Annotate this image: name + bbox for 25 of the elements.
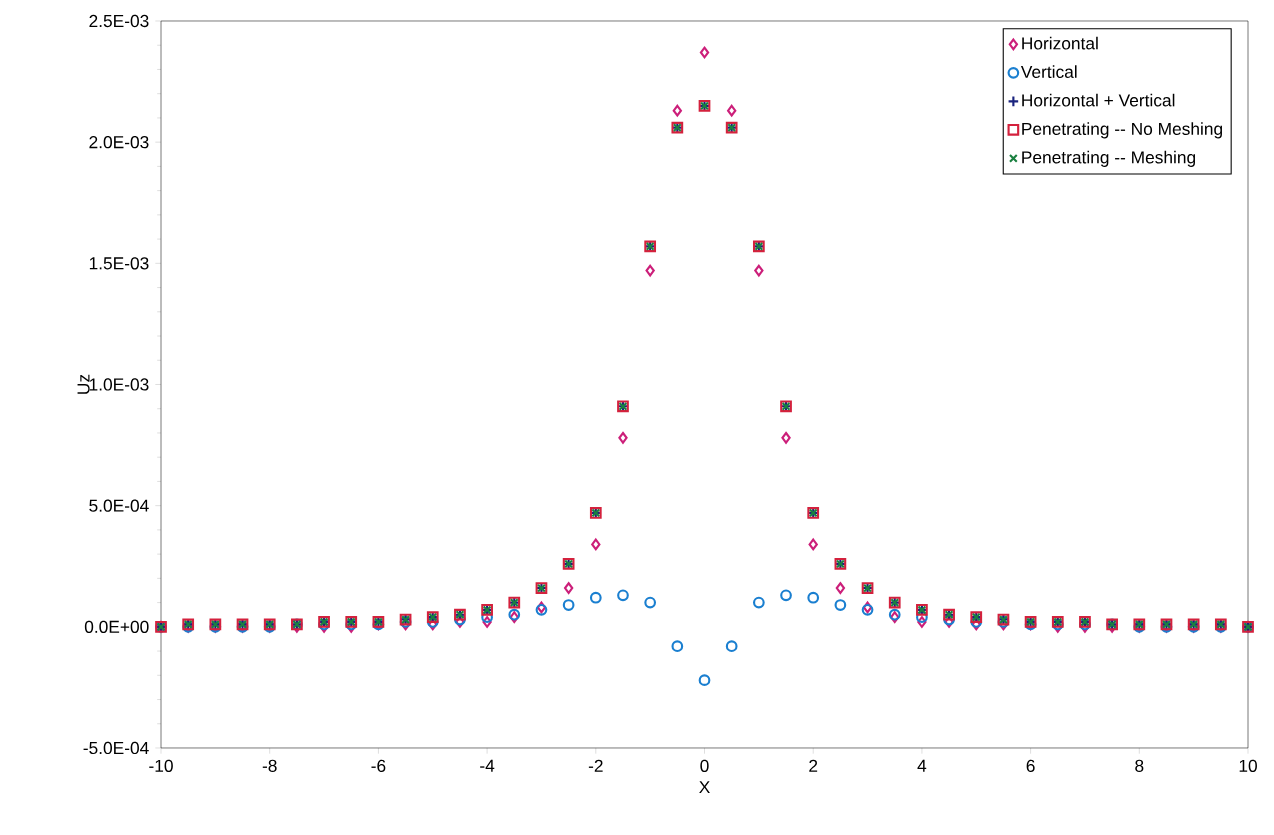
y-tick-label: 2.0E-03: [89, 136, 149, 149]
legend-label: Horizontal: [1022, 36, 1098, 50]
x-tick-label: -2: [588, 759, 603, 772]
y-tick-label: 2.5E-03: [89, 14, 149, 28]
y-tick-label: 5.0E-04: [89, 499, 149, 512]
legend-label: Horizontal + Vertical: [1022, 93, 1175, 107]
x-tick-label: 10: [1239, 759, 1257, 772]
y-tick-label: -5.0E-04: [83, 741, 149, 755]
x-tick-label: 4: [917, 759, 927, 772]
x-tick-label: -6: [371, 759, 386, 772]
y-tick-label: 0.0E+00: [84, 620, 149, 633]
x-tick-label: 8: [1135, 759, 1144, 772]
x-tick-label: -10: [149, 759, 173, 772]
x-tick-label: 6: [1026, 759, 1035, 772]
y-axis-title: Uz: [77, 374, 90, 394]
x-tick-label: 2: [809, 759, 818, 772]
legend-label: Penetrating -- No Meshing: [1022, 122, 1223, 139]
legend-label: Vertical: [1020, 65, 1077, 79]
x-tick-label: -8: [262, 759, 277, 772]
y-tick-label: 1.5E-03: [89, 257, 149, 270]
x-tick-label: 0: [700, 759, 709, 772]
x-tick-label: -4: [480, 759, 495, 772]
legend-label: Penetrating -- Meshing: [1022, 150, 1196, 167]
y-tick-label: 1.0E-03: [89, 378, 149, 391]
x-axis-title: X: [699, 781, 710, 794]
